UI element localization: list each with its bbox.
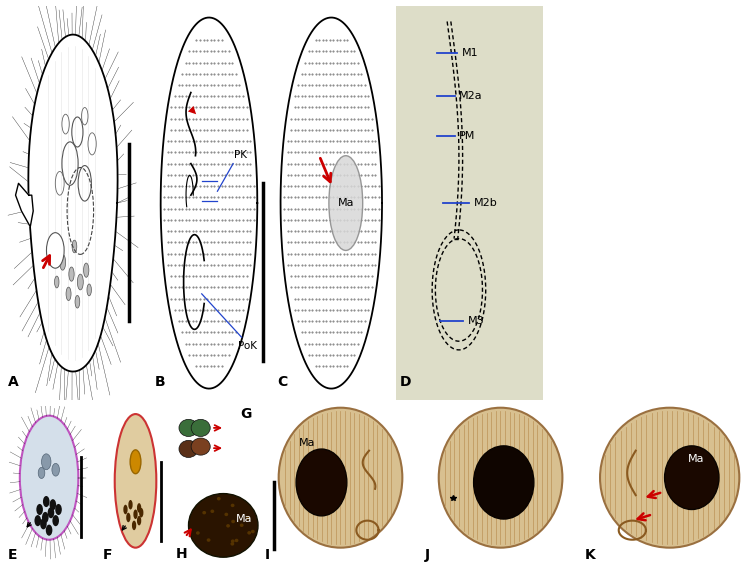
Text: H: H — [175, 547, 187, 561]
Polygon shape — [281, 18, 382, 389]
Ellipse shape — [439, 408, 562, 548]
Circle shape — [189, 494, 258, 557]
Text: M2a: M2a — [459, 91, 482, 102]
Circle shape — [42, 512, 48, 523]
Polygon shape — [16, 183, 33, 227]
Circle shape — [84, 263, 89, 277]
Circle shape — [134, 509, 137, 519]
Circle shape — [52, 515, 59, 526]
Circle shape — [128, 500, 133, 509]
Circle shape — [179, 419, 198, 436]
Circle shape — [35, 515, 41, 526]
Circle shape — [179, 440, 198, 457]
Circle shape — [69, 267, 74, 281]
Circle shape — [55, 504, 62, 515]
Circle shape — [48, 507, 54, 518]
Ellipse shape — [20, 416, 79, 540]
Circle shape — [191, 419, 210, 436]
Text: Ma: Ma — [236, 514, 252, 524]
Ellipse shape — [279, 408, 402, 548]
Text: B: B — [155, 375, 165, 389]
Text: I: I — [264, 548, 270, 562]
Ellipse shape — [664, 446, 719, 509]
Circle shape — [46, 525, 52, 536]
Text: Ma: Ma — [689, 454, 705, 464]
Circle shape — [60, 254, 66, 270]
Ellipse shape — [473, 446, 534, 519]
Circle shape — [191, 438, 210, 455]
Circle shape — [87, 284, 91, 296]
Text: Ma: Ma — [337, 198, 354, 208]
Ellipse shape — [115, 414, 156, 548]
Circle shape — [78, 274, 83, 290]
Circle shape — [54, 276, 59, 288]
Circle shape — [66, 287, 71, 300]
Circle shape — [251, 530, 254, 533]
Circle shape — [139, 508, 143, 517]
Circle shape — [137, 503, 141, 513]
Circle shape — [75, 295, 80, 308]
Text: E: E — [8, 548, 17, 562]
Text: Ma: Ma — [299, 438, 316, 448]
Text: K: K — [585, 548, 596, 562]
Polygon shape — [29, 35, 118, 371]
Ellipse shape — [47, 233, 64, 268]
Circle shape — [240, 524, 244, 527]
Text: D: D — [400, 375, 411, 389]
Text: F: F — [103, 548, 112, 562]
Circle shape — [235, 538, 239, 542]
Polygon shape — [161, 18, 257, 389]
Circle shape — [246, 516, 250, 520]
Circle shape — [224, 513, 228, 516]
Text: PM: PM — [459, 131, 476, 141]
Circle shape — [207, 538, 211, 542]
Text: PoK: PoK — [238, 341, 257, 351]
Ellipse shape — [600, 408, 739, 548]
Text: M3: M3 — [468, 316, 485, 327]
Text: M2b: M2b — [473, 198, 498, 208]
Circle shape — [217, 497, 220, 500]
Text: C: C — [277, 375, 287, 389]
Circle shape — [230, 542, 234, 546]
Circle shape — [211, 509, 214, 513]
Circle shape — [196, 531, 200, 534]
Text: A: A — [8, 375, 19, 389]
Circle shape — [52, 463, 60, 476]
Circle shape — [231, 540, 235, 543]
Circle shape — [132, 521, 136, 530]
Circle shape — [130, 450, 141, 474]
Circle shape — [50, 499, 56, 510]
Circle shape — [202, 511, 206, 515]
Circle shape — [226, 524, 230, 528]
Ellipse shape — [296, 449, 347, 516]
Text: M1: M1 — [462, 48, 479, 58]
Ellipse shape — [329, 156, 362, 250]
Circle shape — [126, 513, 131, 522]
Circle shape — [39, 467, 45, 478]
Circle shape — [231, 504, 235, 507]
Circle shape — [40, 518, 47, 529]
Circle shape — [43, 496, 50, 507]
Text: G: G — [241, 407, 252, 421]
Circle shape — [72, 240, 77, 253]
Circle shape — [123, 505, 128, 514]
Text: J: J — [424, 548, 430, 562]
Text: PK: PK — [234, 149, 248, 160]
Circle shape — [248, 531, 251, 534]
Circle shape — [36, 504, 43, 515]
Circle shape — [137, 516, 141, 525]
Circle shape — [231, 520, 235, 523]
Circle shape — [42, 454, 51, 470]
